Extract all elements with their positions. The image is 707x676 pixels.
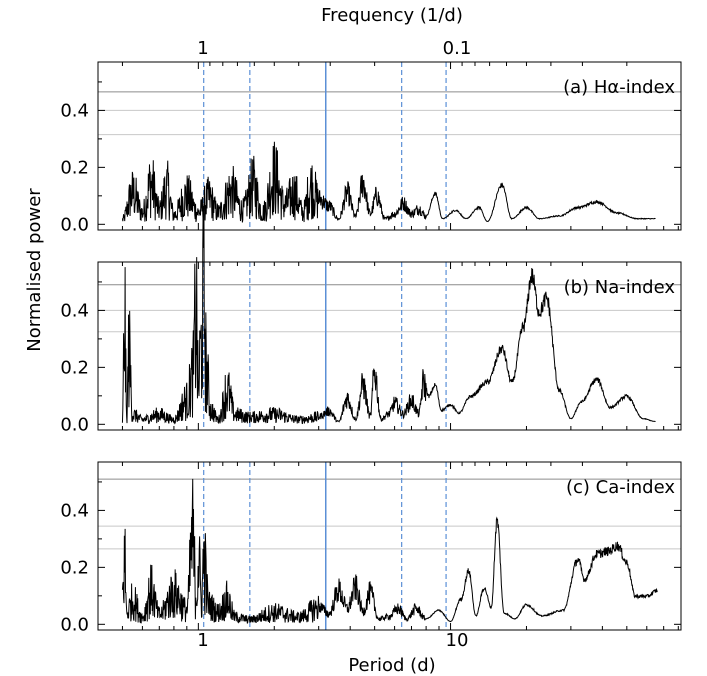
- panel-a-label: (a) Hα-index: [563, 77, 675, 98]
- bottom-tick-label-10: 10: [446, 630, 469, 651]
- panel-a-power-line: [121, 141, 656, 223]
- panel-c-y-tick-label: 0.0: [60, 614, 89, 635]
- panel-b-label: (b) Na-index: [564, 277, 676, 298]
- panel-a-y-tick-label: 0.2: [60, 157, 89, 178]
- panel-a-x-ticks: [97, 62, 679, 230]
- x-axis-title: Period (d): [348, 655, 435, 676]
- panel-a-y-ticks: 0.0 0.2 0.4: [60, 81, 681, 235]
- panel-c-power-line: [121, 478, 658, 624]
- panel-a-y-tick-label: 0.0: [60, 214, 89, 235]
- panel-b-x-ticks: [97, 262, 679, 430]
- panel-c-y-tick-label: 0.4: [60, 500, 89, 521]
- panel-b-y-tick-label: 0.4: [60, 300, 89, 321]
- panel-b-frame: [97, 261, 682, 431]
- panel-c-x-ticks: [97, 462, 679, 630]
- bottom-tick-label-1: 1: [197, 630, 208, 651]
- panel-c-markers: [203, 462, 447, 630]
- panel-a-thresholds: [98, 91, 681, 136]
- panel-b-markers: [203, 262, 447, 430]
- y-axis-title: Normalised power: [24, 188, 45, 352]
- panel-b: 0.0 0.2 0.4 (b) Na-index: [60, 203, 682, 435]
- panel-b-y-tick-label: 0.2: [60, 357, 89, 378]
- top-tick-label-1: 1: [197, 38, 208, 59]
- panel-a: 0.0 0.2 0.4 (a) Hα-index: [60, 61, 682, 235]
- panel-c-label: (c) Ca-index: [566, 477, 675, 498]
- panel-a-frame: [97, 61, 682, 231]
- panel-b-power-line: [121, 203, 656, 425]
- panel-c-y-ticks: 0.0 0.2 0.4: [60, 481, 681, 635]
- panel-a-y-tick-label: 0.4: [60, 100, 89, 121]
- panel-b-y-tick-label: 0.0: [60, 414, 89, 435]
- panel-b-y-ticks: 0.0 0.2 0.4: [60, 281, 681, 435]
- top-tick-label-0.1: 0.1: [443, 38, 472, 59]
- panel-c-y-tick-label: 0.2: [60, 557, 89, 578]
- panel-c-frame: [97, 461, 682, 631]
- top-axis-title: Frequency (1/d): [321, 5, 463, 26]
- panel-c: 0.0 0.2 0.4 (c) Ca-index: [60, 461, 682, 635]
